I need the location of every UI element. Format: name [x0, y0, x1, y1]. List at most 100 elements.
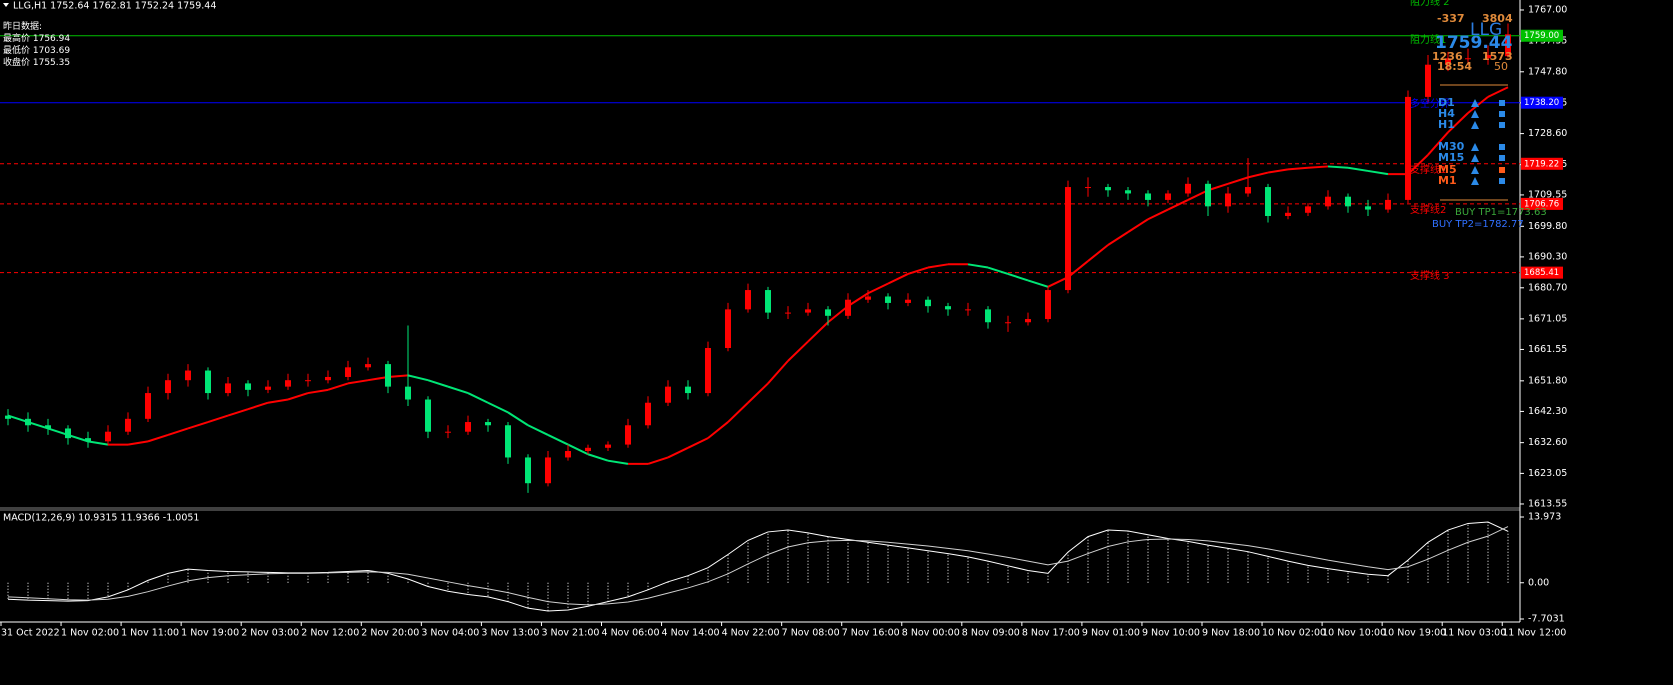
y-tick-label: 1651.80	[1528, 375, 1567, 386]
ma-segment	[1067, 260, 1089, 278]
ma-segment	[1267, 168, 1289, 174]
ma-segment	[127, 440, 149, 446]
level-note: 多空分界	[1410, 99, 1450, 110]
macd-line	[7, 521, 1509, 612]
level-label: 1719.22	[1524, 159, 1559, 169]
level-note: 阻力线 2	[1410, 0, 1450, 8]
ma-segment	[887, 273, 909, 285]
candle-body	[1305, 206, 1311, 213]
ma-segment	[307, 388, 329, 395]
ma-segment	[1487, 86, 1509, 98]
candle-body	[1005, 322, 1011, 324]
ma-segment	[387, 374, 409, 378]
candle-body	[1185, 183, 1191, 194]
ma-segment	[1427, 131, 1449, 156]
candle-body	[525, 457, 531, 484]
ma-segment	[287, 392, 309, 401]
chart-title: LLG,H1 1752.64 1762.81 1752.24 1759.44	[13, 1, 216, 12]
candle-body	[945, 306, 951, 310]
ma-segment	[407, 374, 429, 382]
ma-segment	[847, 292, 869, 307]
ma-segment	[67, 433, 89, 443]
y-tick-label: 1680.70	[1528, 282, 1567, 293]
candle-body	[1065, 187, 1071, 291]
candle-body	[365, 364, 371, 368]
candle-body	[225, 383, 231, 394]
x-tick-label: 2 Nov 20:00	[361, 628, 419, 639]
ma-segment	[87, 440, 109, 446]
level-box	[1521, 29, 1563, 42]
y-tick-label: 1623.05	[1528, 468, 1567, 479]
ma-segment	[1127, 218, 1149, 233]
ma-segment	[667, 446, 689, 459]
candle-body	[145, 393, 151, 419]
x-tick-label: 9 Nov 18:00	[1202, 628, 1260, 639]
ma-segment	[7, 414, 29, 423]
y-tick-label: 13.973	[1528, 511, 1561, 522]
x-tick-label: 9 Nov 01:00	[1082, 628, 1140, 639]
candle-body	[185, 370, 191, 381]
ma-segment	[327, 382, 349, 391]
candle-body	[985, 309, 991, 323]
y-tick-label: 1642.30	[1528, 406, 1567, 417]
candle-body	[565, 451, 571, 458]
y-tick-label: 1690.30	[1528, 251, 1567, 262]
ma-segment	[1307, 165, 1329, 169]
ma-segment	[1147, 208, 1169, 221]
candle-body	[205, 370, 211, 394]
candle-body	[765, 290, 771, 313]
candle-body	[645, 402, 651, 426]
ma-segment	[467, 392, 489, 404]
y-tick-label: -7.7031	[1528, 614, 1565, 625]
ma-segment	[707, 421, 729, 439]
candle-body	[85, 438, 91, 442]
candle-body	[1465, 58, 1471, 60]
ma-segment	[187, 421, 209, 430]
ma-segment	[507, 411, 529, 427]
x-tick-label: 2 Nov 12:00	[301, 628, 359, 639]
ma-segment	[267, 398, 289, 404]
trend-arrow	[1471, 154, 1479, 162]
ma-segment	[367, 375, 389, 382]
x-tick-label: 4 Nov 06:00	[602, 628, 660, 639]
timeframe-label: M30	[1438, 140, 1465, 153]
ma-segment	[1007, 273, 1029, 282]
timeframe-label: H4	[1438, 107, 1455, 120]
y-tick-label: 1613.55	[1528, 498, 1567, 509]
ma-segment	[827, 305, 849, 324]
candle-body	[905, 299, 911, 303]
trend-box	[1499, 100, 1505, 106]
ma-segment	[227, 408, 249, 417]
ma-segment	[967, 263, 989, 269]
y-tick-label: 1728.60	[1528, 128, 1567, 139]
info-text: 1236	[1432, 50, 1463, 63]
timeframe-label: M1	[1438, 174, 1457, 187]
x-tick-label: 11 Nov 03:00	[1442, 628, 1506, 639]
candle-body	[1485, 55, 1491, 59]
ma-segment	[1207, 182, 1229, 192]
ma-segment	[807, 321, 829, 343]
trend-box	[1499, 155, 1505, 161]
candle-body	[5, 415, 11, 419]
trend-arrow	[1471, 121, 1479, 129]
candle-body	[605, 444, 611, 448]
ma-segment	[927, 263, 949, 269]
trend-box	[1499, 122, 1505, 128]
macd-title: MACD(12,26,9) 10.9315 11.9366 -1.0051	[3, 513, 199, 524]
ma-segment	[47, 427, 69, 436]
level-label: 1706.76	[1524, 199, 1559, 209]
ma-segment	[787, 340, 809, 362]
candle-body	[925, 299, 931, 307]
candle-body	[285, 380, 291, 387]
info-text: LLG	[1470, 20, 1503, 40]
candle-body	[665, 386, 671, 403]
target-label: BUY TP1=1773.63	[1455, 207, 1547, 218]
candle-body	[25, 418, 31, 426]
ma-segment	[1167, 199, 1189, 211]
trend-box	[1499, 167, 1505, 173]
x-tick-label: 1 Nov 19:00	[181, 628, 239, 639]
ma-segment	[1467, 96, 1489, 114]
candle-body	[1125, 190, 1131, 194]
